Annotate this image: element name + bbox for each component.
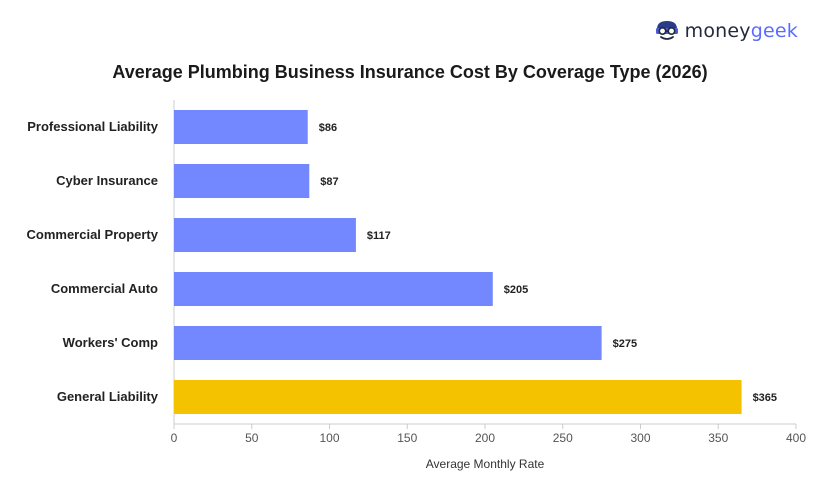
x-tick-label: 0 bbox=[171, 431, 178, 445]
brand-name-part1: money bbox=[684, 20, 751, 42]
bar bbox=[174, 218, 356, 252]
moneygeek-logo: moneygeek bbox=[654, 20, 798, 42]
category-label: Workers' Comp bbox=[63, 335, 158, 350]
x-tick-label: 50 bbox=[245, 431, 259, 445]
category-label: Commercial Auto bbox=[51, 281, 158, 296]
brand-name: moneygeek bbox=[685, 20, 798, 42]
bar bbox=[174, 326, 602, 360]
data-label: $205 bbox=[504, 284, 528, 296]
x-tick-label: 300 bbox=[630, 431, 650, 445]
geek-mascot-icon bbox=[655, 21, 678, 40]
brand-name-part2: geek bbox=[750, 20, 798, 42]
data-label: $275 bbox=[613, 338, 637, 350]
category-label: Commercial Property bbox=[27, 227, 159, 242]
x-tick-label: 200 bbox=[475, 431, 495, 445]
x-tick-label: 250 bbox=[553, 431, 573, 445]
bar bbox=[174, 110, 308, 144]
bar bbox=[174, 164, 310, 198]
category-label: Cyber Insurance bbox=[56, 173, 158, 188]
data-label: $86 bbox=[319, 122, 337, 134]
x-tick-label: 400 bbox=[786, 431, 806, 445]
chart-title: Average Plumbing Business Insurance Cost… bbox=[112, 62, 708, 82]
data-label: $87 bbox=[320, 176, 338, 188]
data-label: $365 bbox=[753, 392, 777, 404]
x-axis-title: Average Monthly Rate bbox=[426, 457, 545, 471]
x-tick-label: 350 bbox=[708, 431, 728, 445]
bar bbox=[174, 380, 742, 414]
x-tick-label: 150 bbox=[397, 431, 417, 445]
bar bbox=[174, 272, 493, 306]
category-label: General Liability bbox=[57, 389, 159, 404]
category-label: Professional Liability bbox=[27, 119, 159, 134]
x-tick-label: 100 bbox=[319, 431, 339, 445]
data-label: $117 bbox=[367, 230, 391, 242]
